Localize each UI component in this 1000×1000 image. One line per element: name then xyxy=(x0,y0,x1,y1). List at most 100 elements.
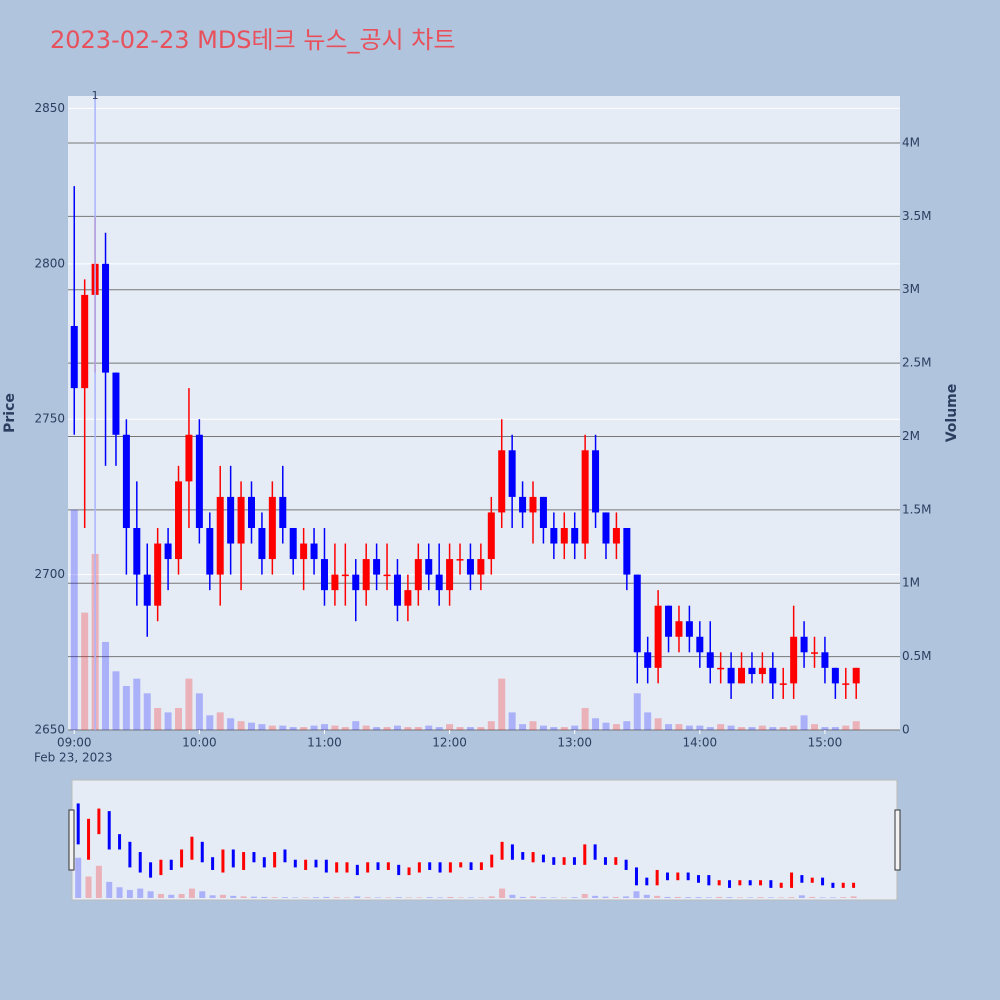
candle-body xyxy=(185,434,193,482)
candle-body xyxy=(560,527,568,544)
mini-volume-bar xyxy=(188,888,195,898)
volume-bar xyxy=(133,678,141,730)
volume-bar xyxy=(571,725,579,730)
candle-body xyxy=(581,450,589,544)
candle-body xyxy=(811,652,819,654)
candle-body xyxy=(279,496,287,528)
volume-bar xyxy=(612,724,620,730)
mini-volume-bar xyxy=(137,888,144,898)
y2-tick-label: 0.5M xyxy=(902,649,931,663)
candle-body xyxy=(164,543,172,560)
mini-volume-bar xyxy=(726,897,733,898)
volume-bar xyxy=(633,693,641,730)
volume-bar xyxy=(560,727,568,730)
mini-volume-bar xyxy=(571,897,578,898)
volume-bar xyxy=(581,707,589,730)
candle-body xyxy=(602,512,610,544)
mini-volume-bar xyxy=(850,896,857,898)
y-axis-title: Price xyxy=(2,393,18,433)
mini-volume-bar xyxy=(147,891,154,898)
mini-volume-bar xyxy=(757,897,764,898)
candle-body xyxy=(529,496,537,513)
candle-body xyxy=(831,667,839,684)
mini-volume-bar xyxy=(344,897,350,898)
candle-body xyxy=(227,496,235,544)
volume-bar xyxy=(102,641,110,730)
candle-body xyxy=(665,605,673,637)
candle-body xyxy=(508,450,516,497)
candle-body xyxy=(456,559,464,561)
mini-volume-bar xyxy=(364,897,371,898)
candle-body xyxy=(331,574,339,591)
volume-bar xyxy=(623,721,631,730)
candle-body xyxy=(112,372,120,435)
candle-body xyxy=(289,527,297,560)
mini-volume-bar xyxy=(437,897,444,898)
range-slider[interactable] xyxy=(71,779,898,901)
volume-bar xyxy=(477,727,485,730)
mini-volume-bar xyxy=(426,897,433,898)
candle-body xyxy=(216,496,224,575)
volume-bar xyxy=(696,725,704,730)
mini-volume-bar xyxy=(333,897,340,898)
volume-bar xyxy=(331,725,339,730)
volume-bar xyxy=(508,712,516,730)
volume-bar xyxy=(758,725,766,730)
candle-body xyxy=(435,574,443,591)
slider-handle[interactable] xyxy=(68,809,75,871)
mini-volume-bar xyxy=(705,897,712,898)
volume-bar xyxy=(790,725,798,730)
candle-body xyxy=(748,667,756,675)
mini-volume-bar xyxy=(209,895,216,898)
volume-bar xyxy=(425,725,433,730)
x-tick-label: 09:00 xyxy=(57,736,92,750)
candle-body xyxy=(696,636,704,653)
x-tick-label: 13:00 xyxy=(557,736,592,750)
mini-volume-bar xyxy=(819,897,826,898)
candle-body xyxy=(769,667,777,684)
candle-body xyxy=(102,263,110,373)
candle-body xyxy=(685,621,693,637)
candle-body xyxy=(727,667,735,684)
mini-volume-bar xyxy=(199,891,206,898)
candle-body xyxy=(143,574,151,606)
mini-volume-bar xyxy=(674,896,681,898)
mini-volume-bar xyxy=(250,896,257,898)
mini-volume-bar xyxy=(509,894,516,898)
mini-volume-bar xyxy=(385,897,392,898)
mini-volume-bar xyxy=(685,897,692,898)
volume-bar xyxy=(831,727,839,730)
candle-body xyxy=(706,652,714,668)
mini-volume-bar xyxy=(271,897,278,898)
candle-body xyxy=(477,559,485,575)
candle-body xyxy=(717,667,725,670)
mini-volume-bar xyxy=(664,896,671,898)
chart-title: 2023-02-23 MDS테크 뉴스_공시 차트 xyxy=(50,26,455,54)
candle-body xyxy=(487,512,495,560)
slider-handle[interactable] xyxy=(894,809,901,871)
candle-body xyxy=(175,481,183,560)
mini-volume-bar xyxy=(488,896,495,898)
candle-body xyxy=(758,667,766,675)
candle-body xyxy=(466,559,474,575)
mini-volume-bar xyxy=(561,897,568,898)
volume-bar xyxy=(81,612,89,730)
volume-bar xyxy=(738,727,746,730)
mini-volume-bar xyxy=(736,897,743,898)
volume-bar xyxy=(341,727,349,730)
volume-bar xyxy=(383,727,391,730)
candle-body xyxy=(633,574,641,653)
y2-tick-label: 1M xyxy=(902,576,920,590)
volume-bar xyxy=(435,727,443,730)
candle-body xyxy=(414,559,422,591)
y2-tick-label: 4M xyxy=(902,135,920,149)
mini-volume-bar xyxy=(499,888,506,898)
candle-layer: 1 xyxy=(70,89,860,730)
volume-bar xyxy=(206,715,214,730)
volume-bar xyxy=(289,727,297,730)
candle-body xyxy=(352,574,360,591)
volume-bar xyxy=(727,725,735,730)
mini-volume-bar xyxy=(406,897,413,898)
candle-body xyxy=(612,527,620,544)
candle-body xyxy=(133,527,141,575)
